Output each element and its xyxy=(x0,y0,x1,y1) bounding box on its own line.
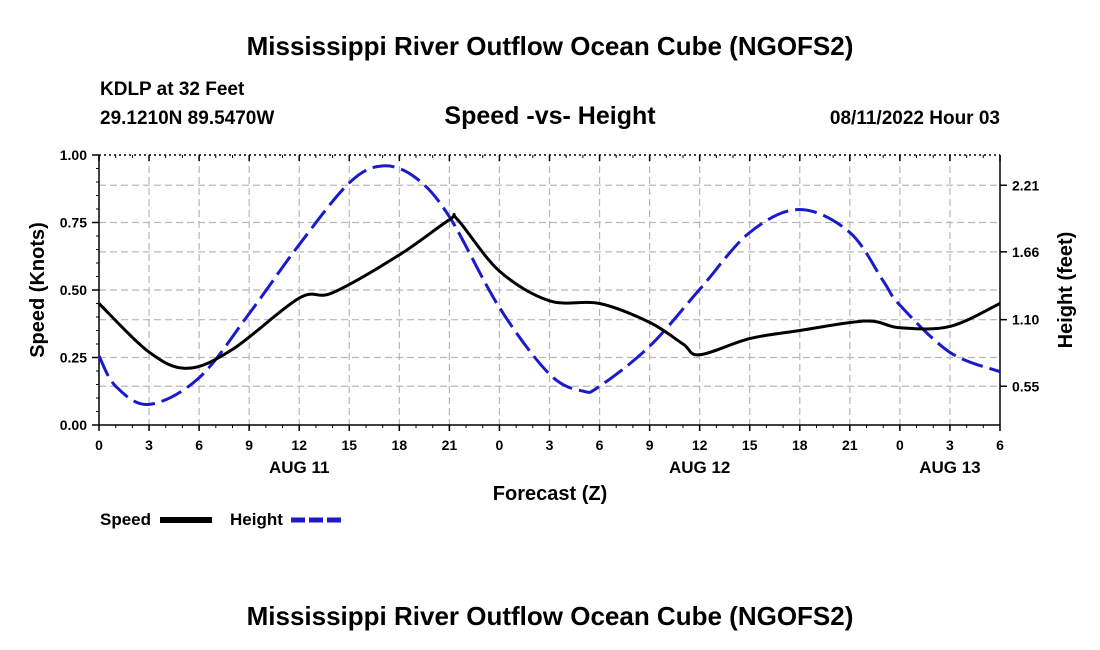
y-axis-title: Speed (Knots) xyxy=(27,222,49,358)
x-tick-label: 0 xyxy=(896,437,904,453)
x-axis-title: Forecast (Z) xyxy=(493,483,607,505)
location-label: 29.1210N 89.5470W xyxy=(100,108,274,129)
x-tick-label: 15 xyxy=(341,437,357,453)
x-tick-label: 15 xyxy=(742,437,758,453)
x-tick-label: 3 xyxy=(946,437,954,453)
y2-tick-label: 2.21 xyxy=(1012,177,1039,193)
x-tick-label: 18 xyxy=(792,437,808,453)
x-tick-label: 6 xyxy=(195,437,203,453)
footer-title: Mississippi River Outflow Ocean Cube (NG… xyxy=(247,601,854,631)
date-label: AUG 13 xyxy=(919,458,980,477)
legend: Speed Height xyxy=(100,510,343,529)
x-tick-label: 6 xyxy=(996,437,1004,453)
axis-labels: 0 3 6 9 12 15 18 21 0 3 6 9 12 15 18 21 0 3 6 0.00 0.25 0.50 0… xyxy=(60,147,1040,477)
y2-tick-label: 1.66 xyxy=(1012,244,1039,260)
legend-label-speed: Speed xyxy=(100,510,151,529)
y-tick-label: 1.00 xyxy=(60,147,87,163)
x-tick-label: 18 xyxy=(392,437,408,453)
x-tick-label: 9 xyxy=(646,437,654,453)
x-tick-label: 0 xyxy=(95,437,103,453)
date-label: AUG 12 xyxy=(669,458,730,477)
x-tick-label: 9 xyxy=(245,437,253,453)
x-tick-label: 6 xyxy=(596,437,604,453)
date-label: AUG 11 xyxy=(269,458,329,477)
y-tick-label: 0.50 xyxy=(60,282,87,298)
station-label: KDLP at 32 Feet xyxy=(100,79,245,100)
x-tick-label: 21 xyxy=(842,437,858,453)
y-tick-label: 0.00 xyxy=(60,417,87,433)
height-series-line xyxy=(97,164,1001,406)
x-tick-label: 12 xyxy=(692,437,708,453)
x-tick-label: 12 xyxy=(291,437,307,453)
chart-main-title: Mississippi River Outflow Ocean Cube (NG… xyxy=(247,31,854,61)
speed-series-line xyxy=(97,212,1001,370)
y-tick-label: 0.25 xyxy=(60,350,87,366)
x-tick-label: 3 xyxy=(546,437,554,453)
y2-axis-title: Height (feet) xyxy=(1055,232,1077,349)
run-time-label: 08/11/2022 Hour 03 xyxy=(830,108,1000,129)
y2-tick-label: 0.55 xyxy=(1012,378,1039,394)
x-tick-label: 3 xyxy=(145,437,153,453)
series-lines xyxy=(97,164,1001,406)
chart-subtitle: Speed -vs- Height xyxy=(444,102,656,130)
axes xyxy=(92,154,1007,431)
legend-label-height: Height xyxy=(230,510,283,529)
y2-tick-label: 1.10 xyxy=(1012,312,1039,328)
x-tick-label: 21 xyxy=(442,437,458,453)
y-tick-label: 0.75 xyxy=(60,215,87,231)
grid-lines xyxy=(99,155,1000,425)
x-tick-label: 0 xyxy=(496,437,504,453)
